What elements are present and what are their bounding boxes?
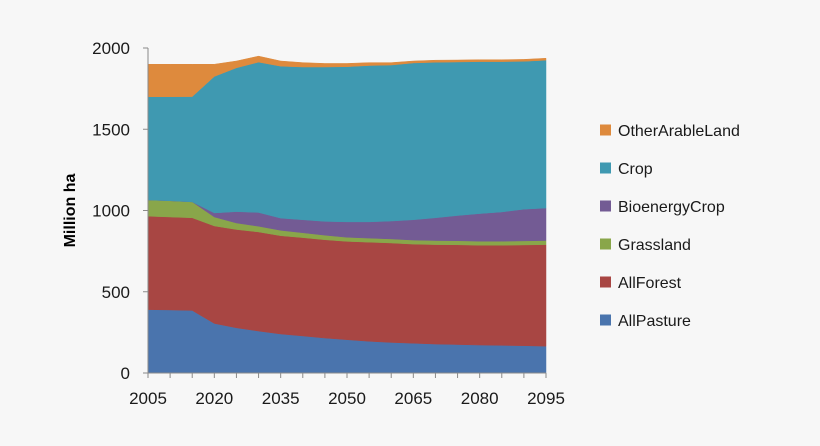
legend-item-grassland: Grassland [600, 237, 691, 254]
legend-swatch [600, 238, 611, 250]
y-axis-title: Million ha [62, 174, 79, 248]
legend-swatch [600, 162, 611, 174]
legend-item-bioenergy-crop: BioenergyCrop [600, 199, 725, 216]
legend-label: Grassland [618, 237, 691, 254]
legend-swatch [600, 314, 611, 326]
y-tick-label: 0 [121, 364, 130, 383]
y-tick-label: 500 [102, 283, 130, 302]
area-other-arable-land [147, 55, 547, 97]
y-tick-label: 1000 [92, 202, 130, 221]
x-tick-label: 2050 [328, 389, 366, 408]
legend-label: AllPasture [618, 313, 691, 330]
tick-layer: 2005 2020 2035 2050 2065 2080 2095 0 500 1000 1500… [92, 39, 565, 408]
y-tick-label: 2000 [92, 39, 130, 58]
legend-item-crop: Crop [600, 161, 653, 178]
legend-label: BioenergyCrop [618, 199, 725, 216]
legend: OtherArableLand Crop BioenergyCrop Grasslan… [600, 123, 740, 330]
legend-label: OtherArableLand [618, 123, 740, 140]
area-layer [147, 55, 547, 374]
x-tick-label: 2065 [394, 389, 432, 408]
legend-swatch [600, 276, 611, 288]
legend-swatch [600, 200, 611, 212]
x-tick-label: 2035 [262, 389, 300, 408]
legend-item-all-pasture: AllPasture [600, 313, 691, 330]
y-tick-label: 1500 [92, 120, 130, 139]
legend-swatch [600, 124, 611, 136]
legend-label: Crop [618, 161, 653, 178]
legend-label: AllForest [618, 275, 682, 292]
x-tick-label: 2005 [129, 389, 167, 408]
x-tick-label: 2020 [195, 389, 233, 408]
legend-item-all-forest: AllForest [600, 275, 682, 292]
x-tick-label: 2095 [527, 389, 565, 408]
area-crop [147, 59, 547, 223]
legend-item-other-arable-land: OtherArableLand [600, 123, 740, 140]
x-tick-label: 2080 [461, 389, 499, 408]
